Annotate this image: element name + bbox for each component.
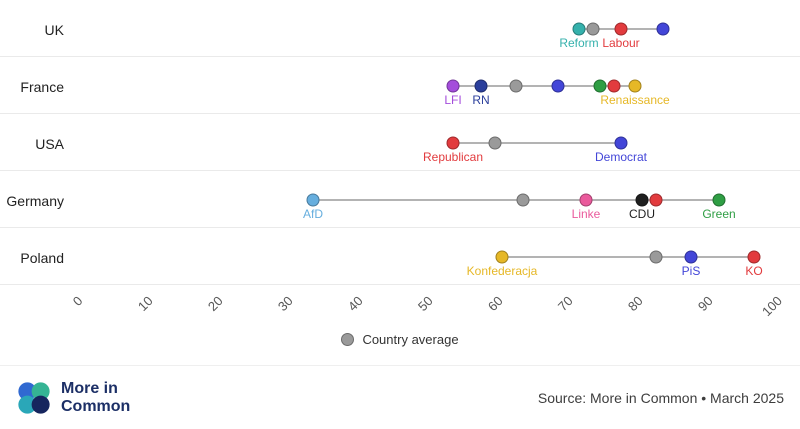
country-label: Poland [20,250,64,266]
x-tick-label: 50 [414,293,436,315]
legend-label: Country average [362,332,459,347]
country-average-dot [586,22,600,36]
country-row: France LFI RN Renaissance [0,57,800,114]
party-label: Labour [602,36,640,50]
country-row: Germany AfD Linke CDU Green [0,171,800,228]
linke-dot [579,193,593,207]
party-dot [649,193,663,207]
brand-name: More in Common [61,380,130,416]
brand-name-line2: Common [61,397,131,415]
country-label: France [20,79,64,95]
afd-dot [306,193,320,207]
brand-name-line1: More in [61,379,118,397]
source-text: Source: More in Common • March 2025 [537,389,784,406]
x-tick-label: 90 [694,293,716,315]
party-dot [593,79,607,93]
legend: Country average [0,332,800,347]
country-row: Poland Konfederacja PiS KO [0,228,800,285]
party-dot [551,79,565,93]
x-tick-label: 70 [554,293,576,315]
country-average-dot [488,136,502,150]
party-label: Green [702,207,736,221]
country-row: UK Reform Labour [0,0,800,57]
country-label: USA [35,136,64,152]
country-label: UK [44,22,64,38]
party-label: KO [745,264,763,278]
x-tick-label: 40 [344,293,366,315]
party-label: Republican [422,150,484,164]
reform-dot [572,22,586,36]
connector-line [502,256,754,258]
party-label: Renaissance [600,93,670,107]
country-average-dot [649,250,663,264]
party-label: Reform [559,36,599,50]
party-label: PiS [681,264,701,278]
labour-dot [614,22,628,36]
party-label: RN [472,93,490,107]
more-in-common-logo-icon [18,381,50,414]
party-dot [607,79,621,93]
x-tick-label: 0 [69,293,86,309]
rn-dot [474,79,488,93]
green-dot [712,193,726,207]
footer: More in Common Source: More in Common • … [0,365,800,429]
party-dot [656,22,670,36]
chart-rows: UK Reform Labour France LFI RN Renaissance USA R… [0,0,800,285]
brand: More in Common [16,380,130,416]
country-average-dot [509,79,523,93]
country-average-legend-icon [341,333,355,346]
party-label: LFI [444,93,462,107]
x-tick-label: 60 [484,293,506,315]
party-label: AfD [302,207,324,221]
x-tick-label: 20 [204,293,226,315]
pis-dot [684,250,698,264]
x-tick-label: 10 [134,293,156,315]
ko-dot [747,250,761,264]
republican-dot [446,136,460,150]
party-label: CDU [629,207,655,221]
democrat-dot [614,136,628,150]
country-row: USA Republican Democrat [0,114,800,171]
connector-line [453,85,635,87]
x-tick-label: 30 [274,293,296,315]
connector-line [313,199,719,201]
country-average-dot [516,193,530,207]
country-label: Germany [6,193,64,209]
x-axis: 0 10 20 30 40 50 60 70 80 90 100 [0,285,800,331]
connector-line [453,142,621,144]
x-tick-label: 80 [624,293,646,315]
renaissance-dot [628,79,642,93]
x-tick-label: 100 [759,293,786,320]
lfi-dot [446,79,460,93]
party-label: Linke [571,207,601,221]
party-label: Democrat [594,150,648,164]
party-label: Konfederacja [466,264,538,278]
cdu-dot [635,193,649,207]
konfederacja-dot [495,250,509,264]
